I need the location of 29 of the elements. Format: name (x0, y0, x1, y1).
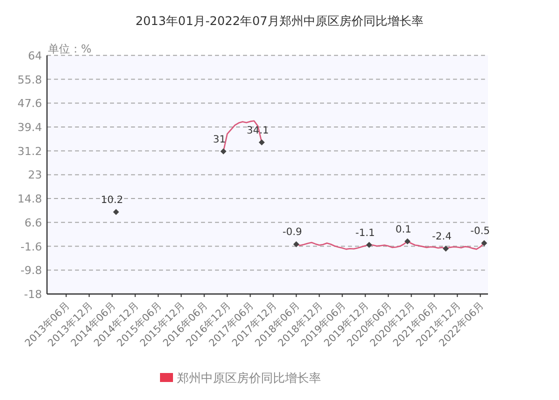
y-tick-label: -1.6 (20, 240, 42, 254)
y-tick-label: 64 (28, 49, 42, 62)
data-label: -1.1 (355, 228, 375, 239)
data-label: -2.4 (432, 232, 452, 243)
y-tick-label: 6.6 (24, 216, 42, 230)
y-tick-label: 55.8 (18, 73, 42, 86)
y-tick-label: 23 (28, 168, 42, 182)
point (481, 240, 488, 246)
point (404, 238, 410, 244)
point (113, 208, 120, 215)
y-tick-label: 31.2 (18, 144, 42, 158)
data-label: -0.9 (282, 227, 302, 238)
data-label: 31 (213, 134, 226, 146)
data-label: 0.1 (396, 224, 412, 236)
y-tick-label: -18 (24, 288, 42, 301)
y-tick-label: 47.6 (18, 97, 42, 110)
point (220, 148, 226, 154)
chart-title: 2013年01月-2022年07月郑州中原区房价同比增长率 (136, 14, 424, 28)
legend: 郑州中原区房价同比增长率 (160, 371, 321, 385)
point (366, 242, 372, 248)
data-label: -0.5 (470, 226, 490, 238)
y-tick-label: 14.8 (18, 192, 42, 206)
point (442, 246, 449, 252)
y-tick-label: -9.8 (20, 264, 42, 278)
point (293, 241, 300, 248)
y-tick-label: 39.4 (18, 120, 42, 134)
point (258, 139, 265, 146)
y-axis-title: 单位：% (48, 42, 92, 56)
data-label: 10.2 (100, 194, 124, 206)
